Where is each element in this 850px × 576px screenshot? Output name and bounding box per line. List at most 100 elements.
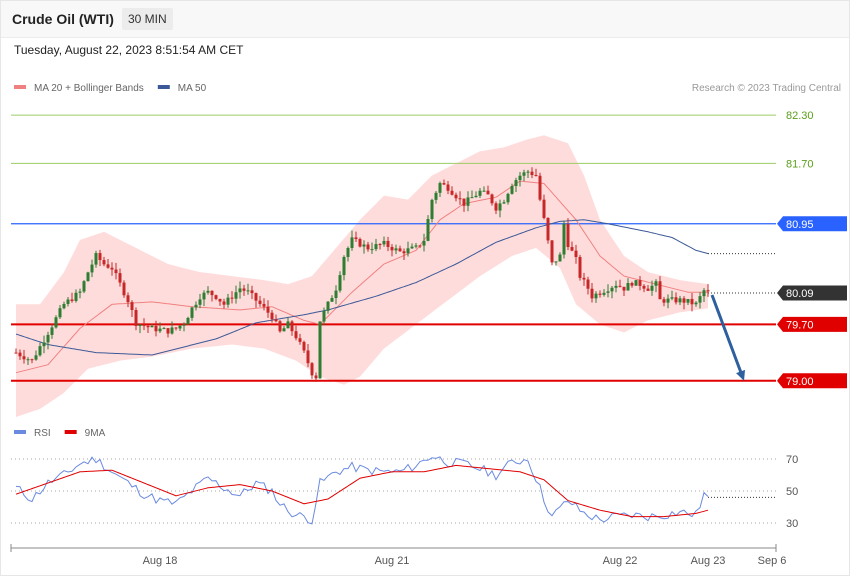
candle-body <box>678 298 682 303</box>
candle-body <box>86 272 90 282</box>
candle-body <box>418 245 422 247</box>
candle-body <box>594 293 598 299</box>
candle-body <box>346 247 350 257</box>
candle-body <box>82 281 86 292</box>
candle-body <box>438 183 442 193</box>
candle-body <box>502 202 506 204</box>
candle-body <box>478 190 482 196</box>
candle-body <box>430 199 434 220</box>
level-label: 79.00 <box>786 376 814 388</box>
candle-body <box>482 190 486 192</box>
candle-body <box>174 327 178 329</box>
candle-body <box>394 248 398 251</box>
candle-body <box>310 363 314 376</box>
candle-body <box>446 184 450 191</box>
candle-body <box>158 328 162 332</box>
candle-body <box>546 217 550 241</box>
candle-body <box>294 331 298 339</box>
level-tag <box>777 373 847 389</box>
candle-body <box>550 240 554 263</box>
candle-body <box>238 288 242 293</box>
candle-body <box>198 299 202 305</box>
timeframe-badge[interactable]: 30 MIN <box>122 8 173 30</box>
candle-body <box>690 298 694 305</box>
candle-body <box>686 298 690 303</box>
candle-body <box>202 292 206 300</box>
candle-body <box>558 254 562 262</box>
candle-body <box>138 324 142 326</box>
candle-body <box>286 321 290 329</box>
candle-body <box>650 285 654 291</box>
candle-body <box>282 328 286 332</box>
candle-body <box>358 239 362 247</box>
level-label: 82.30 <box>786 110 814 122</box>
level-label: 81.70 <box>786 158 814 170</box>
candle-body <box>50 327 54 335</box>
candle-body <box>26 359 30 361</box>
candle-body <box>62 303 66 309</box>
candle-body <box>70 299 74 301</box>
x-tick-label: Sep 6 <box>758 555 787 567</box>
candle-body <box>250 290 254 294</box>
candle-body <box>378 244 382 246</box>
candle-body <box>186 317 190 325</box>
candle-body <box>22 356 26 360</box>
candle-body <box>94 253 98 265</box>
candle-body <box>170 327 174 334</box>
price-levels <box>11 114 776 382</box>
candle-body <box>42 342 46 347</box>
candle-body <box>642 285 646 289</box>
candle-body <box>226 297 230 305</box>
candle-body <box>18 352 22 357</box>
forecast-arrow <box>710 294 746 381</box>
candle-body <box>314 375 318 379</box>
candle-body <box>58 308 62 318</box>
rsi-tick-label: 70 <box>786 454 798 466</box>
candle-body <box>398 248 402 252</box>
candle-body <box>522 172 526 176</box>
candle-body <box>214 295 218 299</box>
legend-label: MA 20 + Bollinger Bands <box>34 83 144 94</box>
candle-body <box>630 282 634 286</box>
x-axis: Aug 18 Aug 21 Aug 22 Aug 23 Sep 6 <box>10 544 787 567</box>
candle-body <box>434 192 438 200</box>
arrow-head <box>736 369 746 381</box>
candle-body <box>450 190 454 195</box>
level-label: 80.95 <box>786 219 814 231</box>
candle-body <box>526 171 530 173</box>
candle-body <box>646 288 650 291</box>
candle-body <box>402 251 406 254</box>
candle-body <box>122 282 126 296</box>
candle-body <box>506 193 510 203</box>
research-credit: Research © 2023 Trading Central <box>692 83 841 94</box>
candle-body <box>118 273 122 283</box>
candle-body <box>570 247 574 251</box>
candle-body <box>518 175 522 181</box>
candle-body <box>386 240 390 247</box>
candle-body <box>342 256 346 276</box>
candle-body <box>486 190 490 195</box>
candle-body <box>498 203 502 211</box>
price-level-tags: 82.30 81.70 80.95 80.09 79.70 79.00 <box>777 110 847 389</box>
candle-body <box>694 302 698 305</box>
candle-body <box>54 317 58 328</box>
candle-body <box>490 194 494 204</box>
rsi-line <box>15 456 709 525</box>
legend-label: 9MA <box>85 428 106 439</box>
candle-body <box>150 325 154 328</box>
candle-body <box>406 248 410 254</box>
candle-body <box>350 237 354 248</box>
candle-body <box>254 293 258 301</box>
candle-body <box>270 312 274 320</box>
candle-body <box>78 291 82 293</box>
candle-body <box>566 223 570 248</box>
candle-body <box>134 310 138 326</box>
candle-body <box>610 287 614 292</box>
candle-body <box>110 267 114 270</box>
candle-body <box>154 325 158 332</box>
x-tick-label: Aug 22 <box>603 555 638 567</box>
candle-body <box>334 290 338 299</box>
candle-body <box>602 292 606 295</box>
candle-body <box>662 299 666 303</box>
